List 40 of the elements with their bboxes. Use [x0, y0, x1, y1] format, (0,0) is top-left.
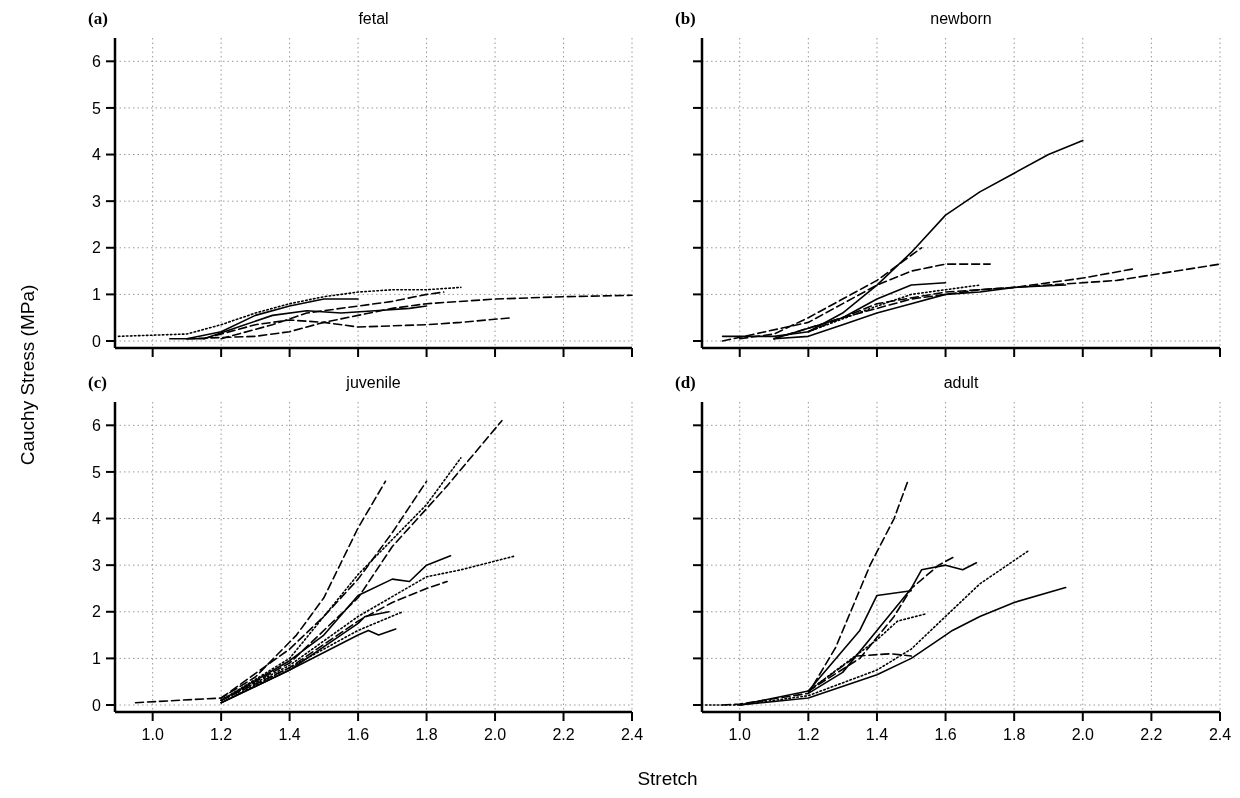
x-tick-label: 1.6: [934, 726, 957, 743]
y-tick-label: 4: [92, 510, 102, 528]
x-tick-label: 1.8: [415, 726, 438, 743]
x-tick-label: 1.2: [797, 726, 820, 743]
y-tick-label: 3: [92, 556, 102, 574]
y-axis-title: Cauchy Stress (MPa): [17, 284, 38, 466]
x-tick-label: 2.2: [552, 726, 575, 743]
x-tick-label: 1.4: [865, 726, 889, 743]
x-tick-label: 1.0: [141, 726, 164, 743]
x-tick-label: 2.2: [1140, 726, 1163, 743]
y-tick-label: 2: [92, 239, 102, 257]
x-tick-label: 2.4: [1208, 726, 1232, 743]
y-tick-label: 5: [92, 463, 102, 481]
text: (b): [675, 9, 696, 28]
y-tick-label: 0: [92, 332, 102, 350]
chart-title: adult: [943, 374, 979, 391]
text: (c): [88, 373, 107, 392]
y-tick-label: 4: [92, 146, 102, 164]
x-tick-label: 1.6: [346, 726, 370, 743]
x-tick-label: 2.4: [620, 726, 644, 743]
x-tick-label: 1.0: [728, 726, 751, 743]
y-tick-label: 1: [92, 649, 102, 667]
chart-title: fetal: [358, 10, 389, 27]
text: (a): [88, 9, 108, 28]
y-tick-label: 6: [92, 416, 102, 434]
chart-title: newborn: [930, 10, 992, 27]
y-tick-label: 3: [92, 192, 102, 210]
x-tick-label: 1.8: [1003, 726, 1026, 743]
chart-title: juvenile: [345, 374, 401, 391]
x-tick-label: 1.4: [278, 726, 301, 743]
y-tick-label: 0: [92, 696, 102, 714]
x-axis-title: Stretch: [637, 768, 698, 789]
x-tick-label: 1.2: [210, 726, 233, 743]
y-tick-label: 2: [92, 603, 102, 621]
y-tick-label: 5: [92, 99, 102, 117]
y-tick-label: 6: [92, 52, 102, 70]
x-tick-label: 2.0: [483, 726, 507, 743]
y-tick-label: 1: [92, 285, 102, 303]
text: (d): [675, 373, 696, 392]
x-tick-label: 2.0: [1071, 726, 1094, 743]
